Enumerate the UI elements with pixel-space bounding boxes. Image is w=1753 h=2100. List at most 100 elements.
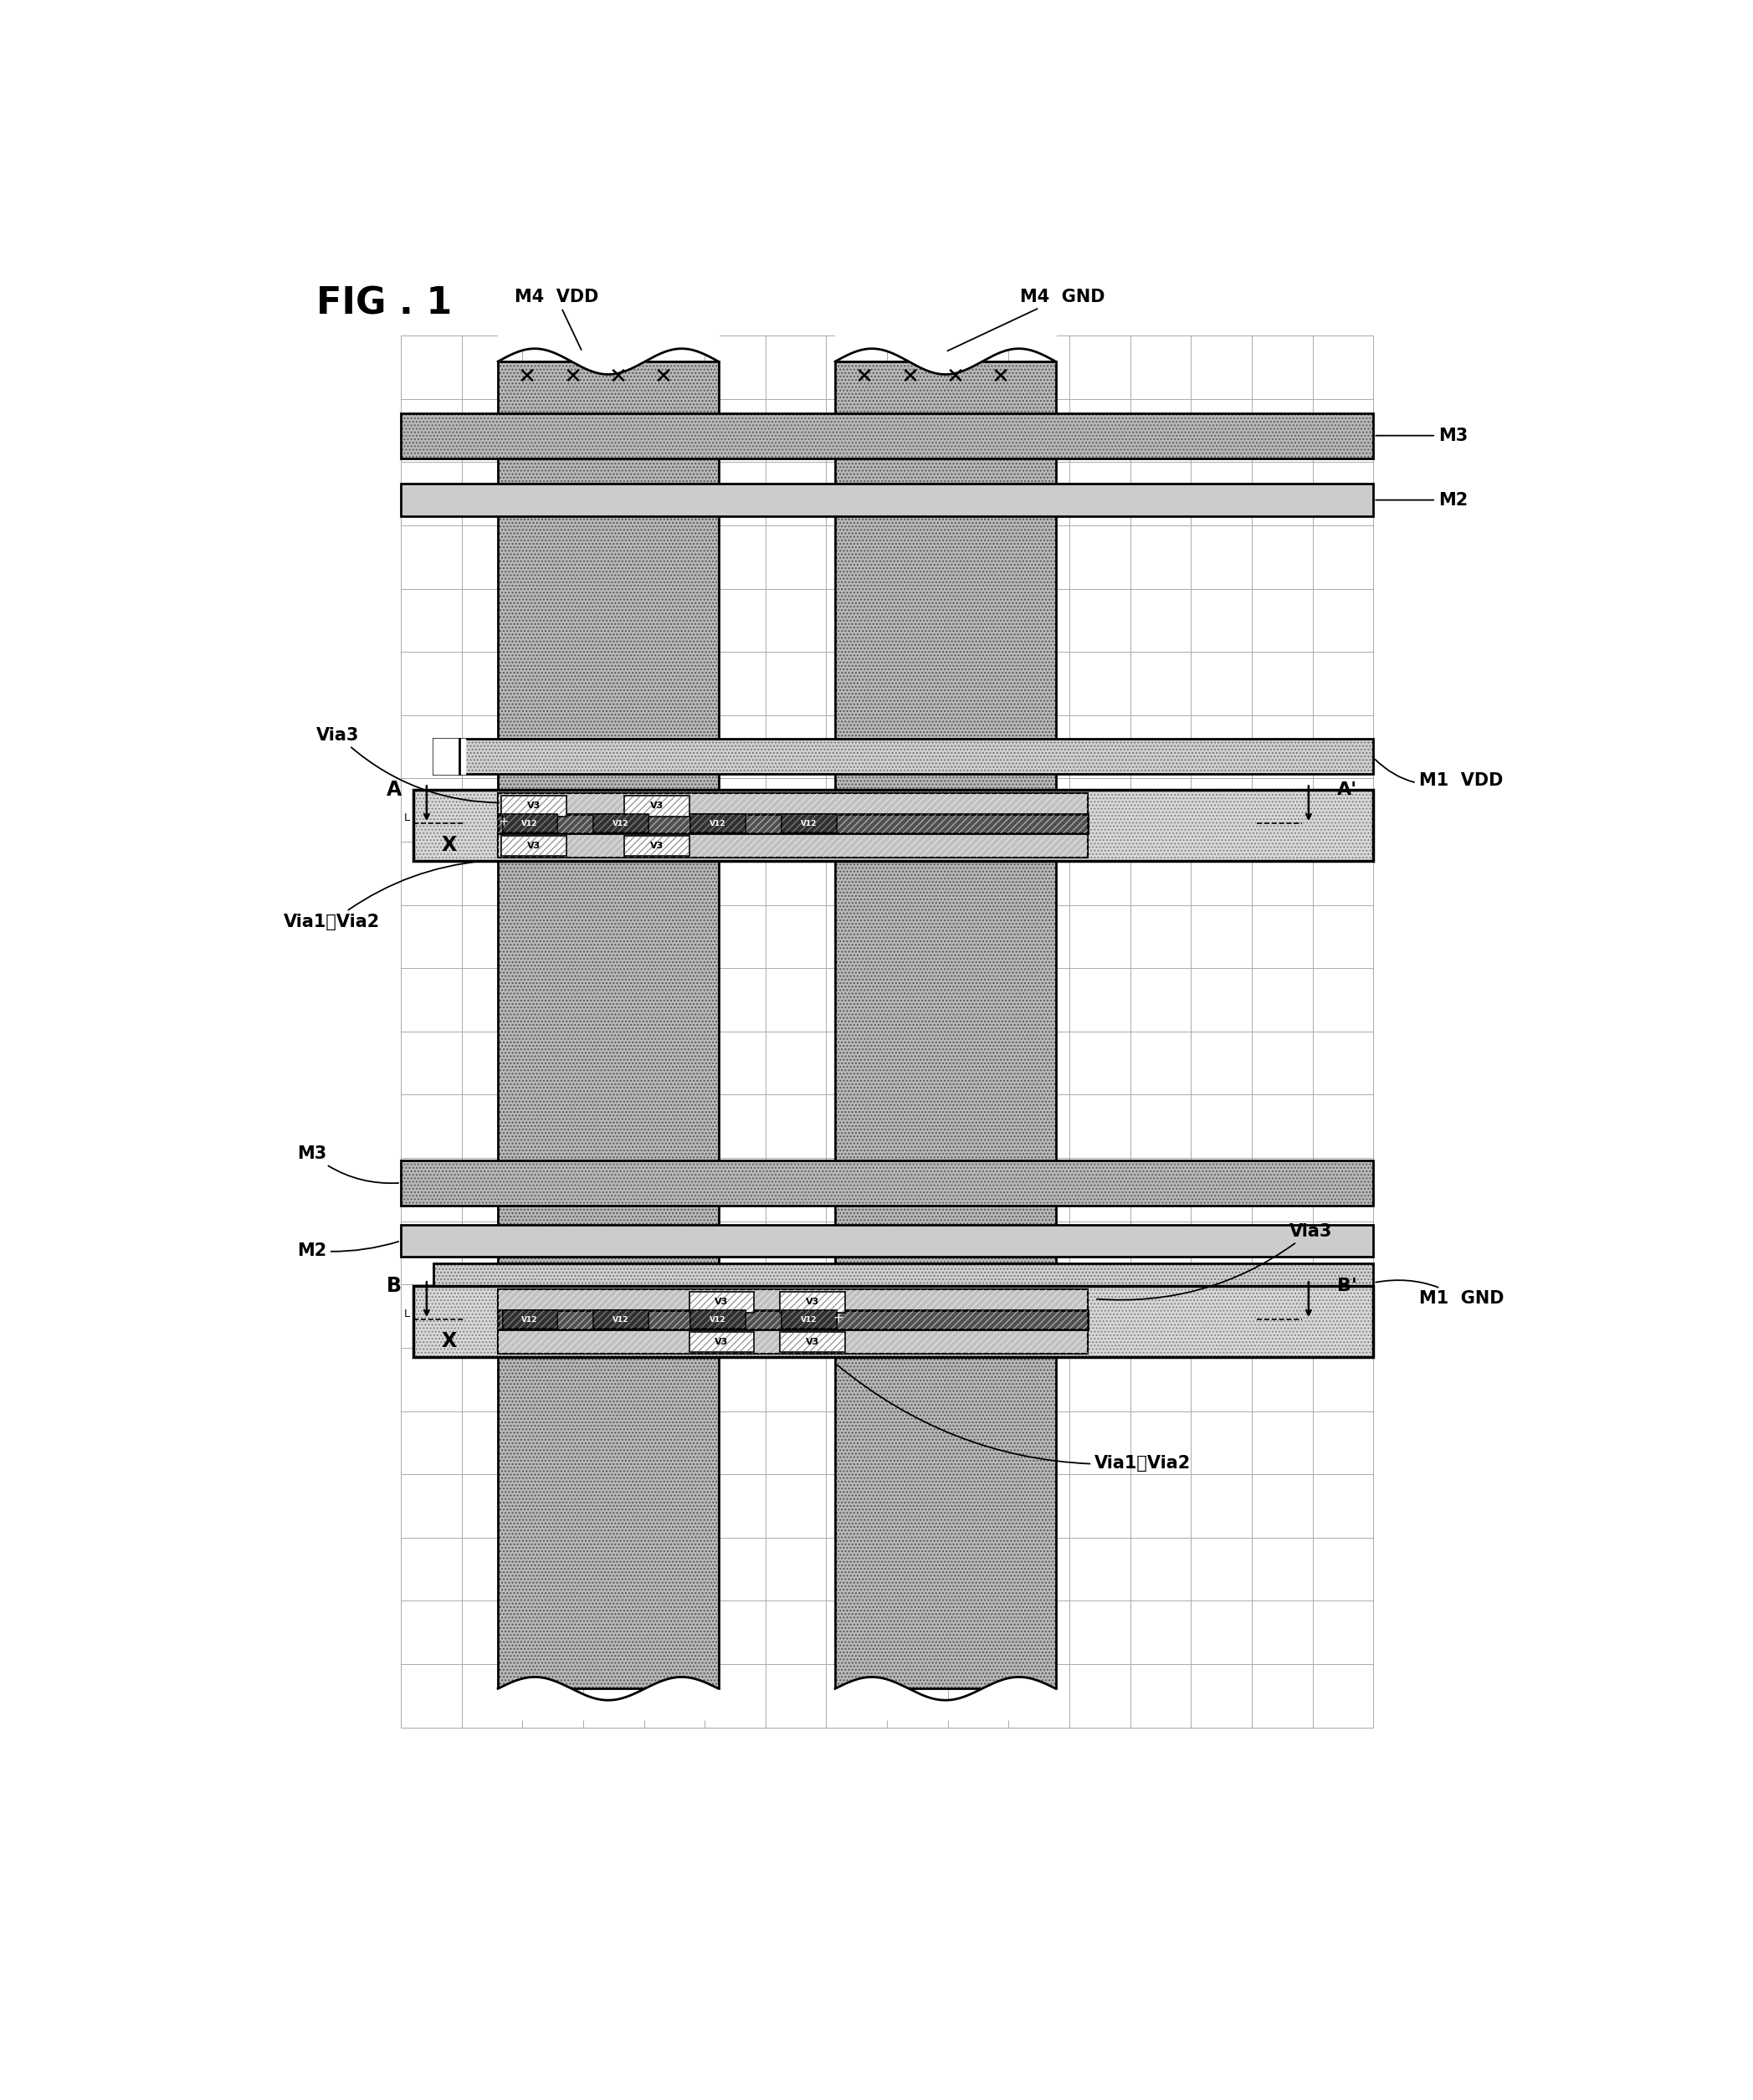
Bar: [414, 790, 1373, 861]
Text: V12: V12: [801, 819, 817, 827]
Bar: [593, 815, 649, 832]
Text: V3: V3: [715, 1338, 729, 1346]
Bar: [689, 1292, 754, 1312]
Bar: [834, 361, 1055, 1688]
Bar: [501, 836, 566, 857]
Text: A: A: [387, 779, 401, 800]
Bar: [498, 1289, 1089, 1315]
Bar: [834, 361, 1055, 1688]
Bar: [498, 361, 719, 1688]
Bar: [498, 834, 1089, 857]
Text: ✕: ✕: [947, 368, 964, 389]
Text: B: B: [387, 1277, 401, 1296]
Text: Via3: Via3: [316, 727, 500, 802]
Bar: [501, 796, 566, 817]
Text: L: L: [405, 1308, 410, 1319]
Bar: [691, 1310, 745, 1329]
Text: B': B': [1338, 1277, 1357, 1294]
Bar: [624, 796, 689, 817]
Bar: [782, 1310, 836, 1329]
Bar: [498, 361, 719, 1688]
Bar: [689, 1331, 754, 1352]
Bar: [689, 1331, 754, 1352]
Bar: [401, 414, 1373, 458]
Text: V3: V3: [806, 1338, 819, 1346]
Text: M2: M2: [296, 1241, 398, 1258]
Text: +: +: [498, 817, 508, 827]
Bar: [782, 815, 836, 832]
Bar: [433, 1264, 1373, 1300]
Bar: [689, 1292, 754, 1312]
Text: M4  VDD: M4 VDD: [514, 288, 598, 351]
Text: ✕: ✕: [855, 368, 873, 389]
Text: ✕: ✕: [990, 368, 1010, 389]
Bar: [433, 739, 1373, 773]
Bar: [498, 1310, 1089, 1329]
Bar: [498, 815, 1089, 834]
Bar: [498, 1329, 1089, 1354]
Text: V3: V3: [528, 802, 540, 811]
Text: Via1、Via2: Via1、Via2: [836, 1365, 1190, 1472]
Bar: [503, 815, 557, 832]
Bar: [780, 1292, 845, 1312]
Bar: [691, 1310, 745, 1329]
Text: M2: M2: [1376, 491, 1467, 508]
Bar: [782, 815, 836, 832]
Bar: [503, 815, 557, 832]
Bar: [414, 1285, 1373, 1357]
Bar: [780, 1292, 845, 1312]
Bar: [401, 414, 1373, 458]
Bar: [401, 1161, 1373, 1205]
Text: V12: V12: [801, 1317, 817, 1323]
Bar: [593, 815, 649, 832]
Text: ✕: ✕: [901, 368, 919, 389]
Text: V12: V12: [710, 819, 726, 827]
Text: V12: V12: [522, 819, 538, 827]
Text: V12: V12: [522, 1317, 538, 1323]
Text: V3: V3: [806, 1298, 819, 1306]
Text: M1  VDD: M1 VDD: [1374, 760, 1502, 790]
Bar: [593, 1310, 649, 1329]
Bar: [503, 1310, 557, 1329]
Text: ✕: ✕: [654, 368, 673, 389]
Bar: [503, 1310, 557, 1329]
Text: V12: V12: [710, 1317, 726, 1323]
Bar: [691, 815, 745, 832]
Text: ✕: ✕: [608, 368, 628, 389]
Text: L: L: [405, 813, 410, 823]
Text: V3: V3: [715, 1298, 729, 1306]
Text: M3: M3: [296, 1144, 398, 1182]
Bar: [414, 1285, 1373, 1357]
Text: A': A': [1338, 781, 1357, 798]
Bar: [498, 815, 1089, 834]
Bar: [624, 836, 689, 857]
Text: +: +: [833, 1312, 843, 1325]
Text: V3: V3: [650, 842, 664, 851]
Bar: [414, 790, 1373, 861]
Bar: [780, 1331, 845, 1352]
Bar: [498, 1310, 1089, 1329]
Bar: [433, 1264, 1373, 1300]
Bar: [782, 1310, 836, 1329]
Text: V3: V3: [528, 842, 540, 851]
Text: ✕: ✕: [517, 368, 536, 389]
Text: M3: M3: [1376, 426, 1467, 443]
Text: V12: V12: [612, 819, 629, 827]
Bar: [433, 739, 1373, 773]
Text: V3: V3: [650, 802, 664, 811]
Text: M1  GND: M1 GND: [1376, 1281, 1504, 1306]
Text: Via1、Via2: Via1、Via2: [284, 861, 482, 930]
Bar: [498, 794, 1089, 817]
Text: X: X: [442, 834, 458, 855]
Bar: [401, 1224, 1373, 1258]
Text: ✕: ✕: [563, 368, 582, 389]
Bar: [624, 836, 689, 857]
Bar: [501, 796, 566, 817]
Text: FIG . 1: FIG . 1: [316, 286, 452, 321]
Bar: [780, 1331, 845, 1352]
Text: M4  GND: M4 GND: [948, 288, 1104, 351]
Bar: [593, 1310, 649, 1329]
Bar: [401, 1161, 1373, 1205]
Bar: [691, 815, 745, 832]
Bar: [401, 483, 1373, 517]
